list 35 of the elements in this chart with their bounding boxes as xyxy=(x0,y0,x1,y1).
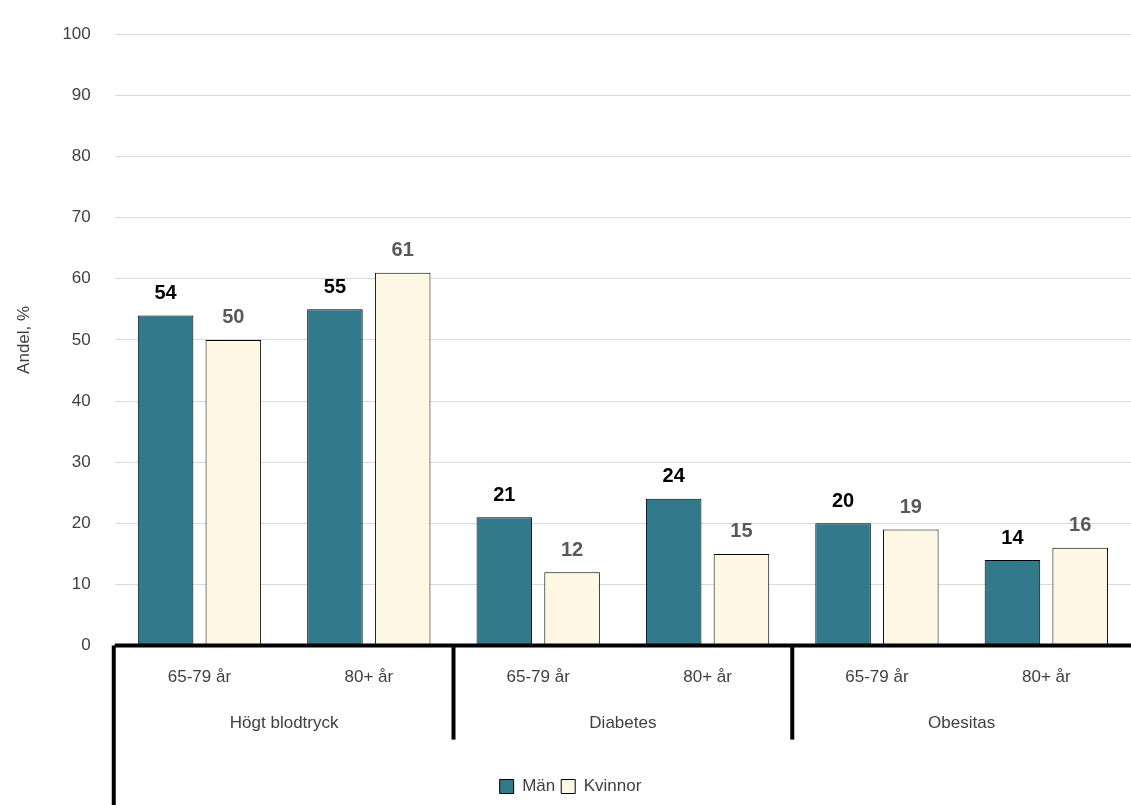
y-tick-label: 80 xyxy=(71,146,91,166)
data-label: 14 xyxy=(1001,525,1025,548)
y-tick-label: 10 xyxy=(71,574,91,594)
data-label: 50 xyxy=(222,305,245,328)
y-tick-label: 40 xyxy=(71,390,91,410)
data-label: 54 xyxy=(154,280,178,303)
data-label: 24 xyxy=(662,464,686,487)
y-tick-label: 50 xyxy=(71,329,91,349)
data-label: 55 xyxy=(323,274,347,297)
x-tick-label: 80+ år xyxy=(683,667,733,687)
x-tick-label: 80+ år xyxy=(344,667,394,687)
x-tick-label: 65-79 år xyxy=(845,667,909,687)
y-tick-label: 100 xyxy=(62,23,91,43)
y-axis-title: Andel, % xyxy=(13,305,33,374)
text: Högt blodtryck xyxy=(229,713,339,733)
data-label: 19 xyxy=(899,494,922,517)
text: Diabetes xyxy=(589,713,657,733)
data-label: 16 xyxy=(1069,513,1092,536)
legend-label: Kvinnor xyxy=(583,776,642,796)
y-tick-label: 60 xyxy=(71,268,91,288)
y-tick-label: 70 xyxy=(71,207,91,227)
y-tick-label: 0 xyxy=(81,635,91,655)
x-tick-label: 80+ år xyxy=(1021,667,1071,687)
data-label: 21 xyxy=(493,482,516,505)
y-tick-label: 30 xyxy=(71,451,91,471)
x-tick-label: 65-79 år xyxy=(167,667,232,687)
x-tick-label: 65-79 år xyxy=(506,667,571,687)
legend-label: Män xyxy=(522,776,556,796)
y-tick-label: 90 xyxy=(71,85,91,105)
data-label: 61 xyxy=(391,238,414,261)
data-label: 20 xyxy=(831,488,855,511)
y-tick-label: 20 xyxy=(71,513,91,533)
data-label: 12 xyxy=(560,537,584,560)
data-label: 15 xyxy=(730,519,753,542)
text: Obesitas xyxy=(928,713,996,733)
